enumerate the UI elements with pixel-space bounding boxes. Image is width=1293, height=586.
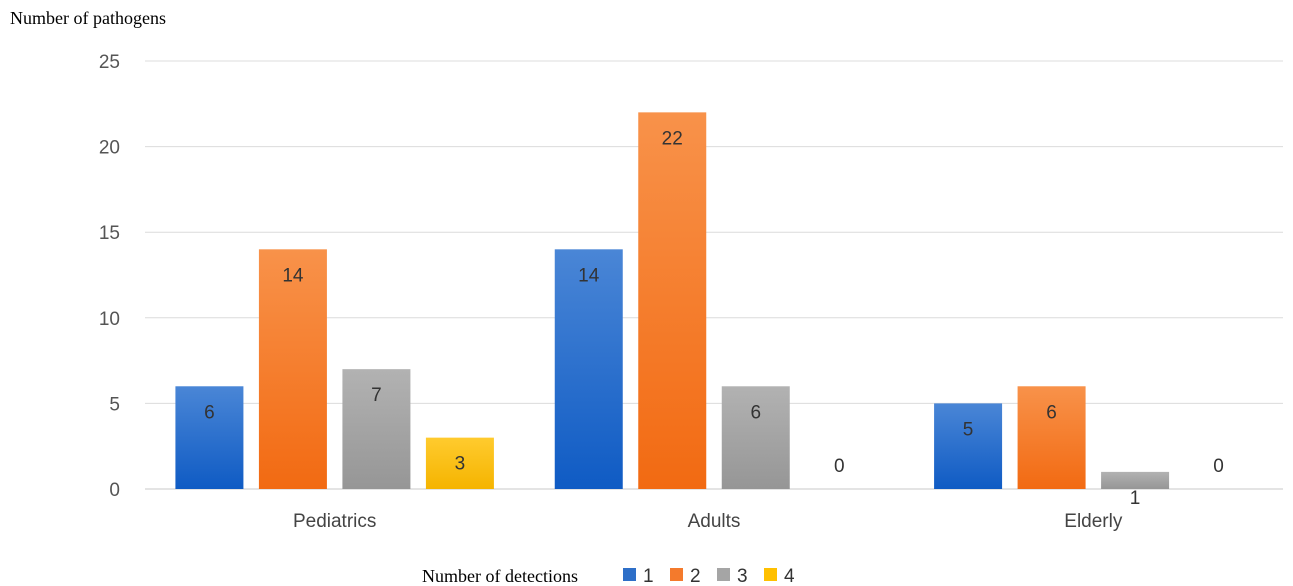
legend-label: 4	[784, 566, 795, 586]
category-label: Adults	[688, 511, 741, 532]
legend-swatch	[717, 568, 730, 581]
data-label: 22	[662, 128, 683, 149]
bar-elderly-series-3	[1101, 471, 1170, 489]
y-tick-label: 20	[99, 138, 120, 159]
legend: Number of detections 1 2 3 4	[422, 566, 795, 586]
legend-swatch	[670, 568, 683, 581]
category-label: Elderly	[1064, 511, 1123, 532]
bar-elderly-series-2	[1017, 386, 1086, 489]
bar-pediatrics-series-4	[425, 437, 494, 489]
bar-pediatrics-series-3	[342, 369, 411, 489]
legend-title: Number of detections	[422, 566, 578, 586]
data-label: 0	[1213, 456, 1224, 477]
data-label: 0	[834, 456, 845, 477]
y-tick-label: 10	[99, 309, 120, 330]
data-label: 14	[578, 265, 600, 286]
bar-elderly-series-1	[934, 403, 1003, 489]
legend-label: 3	[737, 566, 748, 586]
data-label: 5	[963, 419, 974, 440]
data-label: 6	[1046, 402, 1057, 423]
bar-pediatrics-series-2	[258, 249, 327, 489]
y-tick-label: 0	[109, 480, 120, 501]
data-label: 6	[204, 402, 215, 423]
legend-swatch	[623, 568, 636, 581]
category-labels: Pediatrics Adults Elderly	[293, 511, 1123, 532]
data-label: 3	[455, 454, 466, 475]
data-label: 6	[750, 402, 761, 423]
y-tick-label: 25	[99, 52, 120, 73]
legend-swatch	[764, 568, 777, 581]
data-label: 7	[371, 385, 382, 406]
bars	[175, 112, 1170, 490]
gridlines	[145, 60, 1283, 490]
data-label: 1	[1130, 488, 1141, 509]
bar-adults-series-2	[638, 112, 707, 490]
bar-pediatrics-series-1	[175, 386, 244, 489]
bar-adults-series-3	[721, 386, 790, 489]
data-label: 14	[282, 265, 304, 286]
y-axis-tick-labels: 0 5 10 15 20 25	[99, 52, 120, 501]
y-tick-label: 5	[109, 394, 120, 415]
legend-label: 2	[690, 566, 701, 586]
data-labels: 6 14 7 3 14 22 6 0 5 6 1 0	[204, 128, 1224, 509]
legend-label: 1	[643, 566, 654, 586]
category-label: Pediatrics	[293, 511, 376, 532]
bar-adults-series-1	[554, 249, 623, 489]
y-tick-label: 15	[99, 223, 120, 244]
y-axis-title: Number of pathogens	[10, 8, 166, 28]
